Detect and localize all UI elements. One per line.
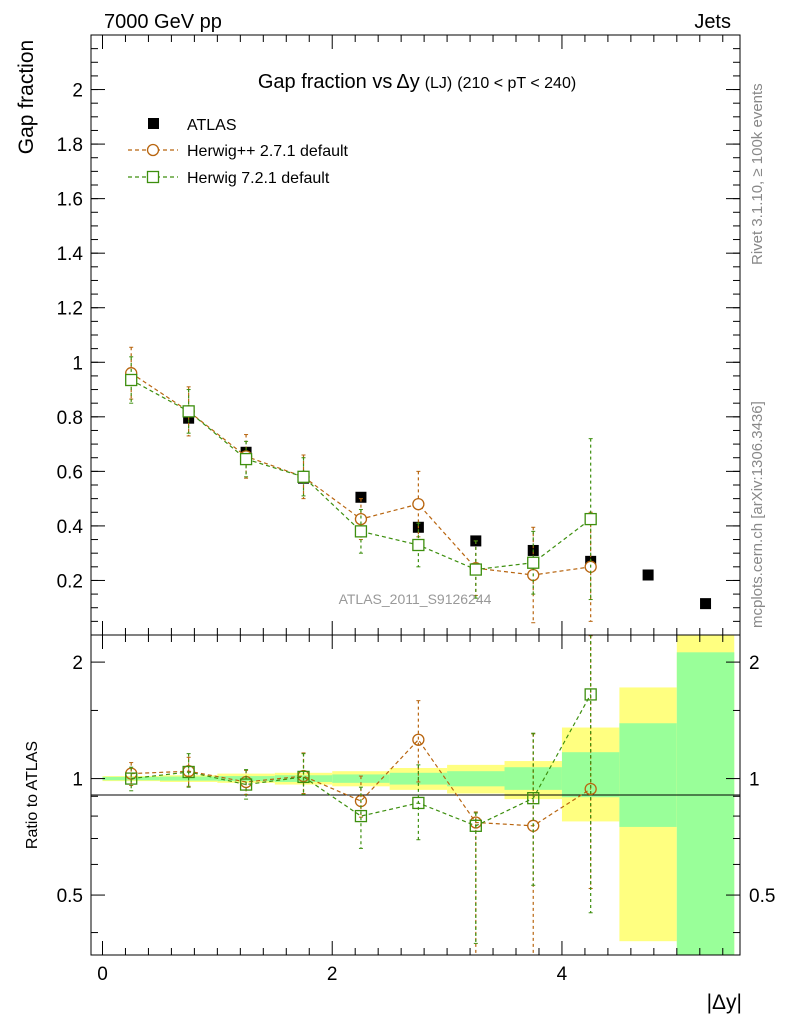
main-axes: 0.2 0.4 0.6 0.8 1 1.2 1.4 1.6 1.8 2 [57,34,740,636]
title-main: Gap fraction vs [258,71,393,93]
legend-herwig7-label: Herwig 7.2.1 default [187,170,330,187]
ratio-x-tick-label: 4 [557,964,568,985]
title-range: (210 < pT < 240) [457,75,576,92]
ratio-frame [90,634,741,956]
herwig7-point [125,373,138,387]
herwig7-point [182,405,195,418]
ratio-herwig7-point [182,765,195,779]
ratio-panel: 0.5 0.5 1 1 2 2 0 2 4 Ratio to ATLAS |Δy| [24,634,775,1014]
title-symbol: Δy [396,71,419,93]
herwig7-point [584,512,597,526]
legend-herwig7-marker [146,170,160,184]
herwig7-point [412,538,425,552]
ratio-xlabel: |Δy| [707,991,742,1014]
ratio-herwig7-line [131,694,592,827]
ratio-herwig7-point [584,688,597,701]
legend-atlas-marker [148,118,159,129]
ratio-herwig7-point [239,778,253,791]
legend-atlas-label: ATLAS [187,117,237,134]
ratio-y-tick-label-right: 0.5 [749,886,775,907]
ratio-herwig7-point [354,809,368,823]
ratio-herwigpp-point [412,733,425,746]
ratio-stat-band [676,652,735,955]
ratio-y-tick-label: 0.5 [57,886,83,907]
ratio-stat-band [619,723,677,827]
rivet-version-label: Rivet 3.1.10, ≥ 100k events [749,83,766,265]
main-title: Gap fraction vs Δy (LJ) (210 < pT < 240) [258,71,576,93]
legend-herwigpp-label: Herwig++ 2.7.1 default [187,143,349,160]
main-y-tick-label: 1 [72,353,83,374]
main-ylabel: Gap fraction [15,40,38,154]
ratio-stat-band [447,771,505,787]
herwig7-point [297,470,310,483]
main-panel: 0.2 0.4 0.6 0.8 1 1.2 1.4 1.6 1.8 2 Gap fraction … [15,34,741,636]
main-y-tick-label: 1.2 [57,299,83,320]
main-y-tick-label: 0.2 [57,571,83,592]
legend-herwigpp-marker [146,143,160,157]
main-y-tick-label: 0.6 [57,462,83,483]
atlas-point [642,569,654,581]
main-y-tick-label: 2 [72,81,83,102]
main-y-tick-label: 1.4 [57,244,84,265]
ratio-x-tick-label: 2 [327,964,338,985]
header-process: Jets [694,11,731,33]
herwigpp-point [354,512,368,526]
herwig7-point [354,525,368,538]
ratio-y-tick-label-right: 1 [749,770,760,791]
ratio-herwig7-point [125,772,138,785]
main-y-tick-label: 0.4 [57,517,84,538]
ratio-herwig7-point [297,770,310,784]
ratio-y-tick-label: 1 [72,770,83,791]
atlas-point [355,491,367,503]
herwig7-point [239,452,253,466]
atlas-point [700,598,712,610]
herwig7-point [527,556,540,569]
ratio-y-tick-label: 2 [72,653,83,674]
ratio-data-layer [125,634,597,956]
title-subscript: (LJ) [425,75,453,92]
mcplots-label: mcplots.cern.ch [arXiv:1306.3436] [749,401,766,628]
ratio-herwig7-point [527,792,540,805]
ratio-herwigpp-point [584,782,597,796]
ratio-axes: 0.5 0.5 1 1 2 2 0 2 4 [57,635,775,985]
herwig7-point [469,563,482,576]
ratio-herwig7-point [469,819,482,832]
main-y-tick-label: 0.8 [57,408,83,429]
legend: ATLAS Herwig++ 2.7.1 default Herwig 7.2.… [128,117,349,187]
ratio-x-tick-label: 0 [97,964,108,985]
herwigpp-point [412,497,425,511]
main-y-tick-label: 1.8 [57,135,83,156]
herwigpp-line [130,372,591,576]
main-y-tick-label: 1.6 [57,190,83,211]
ratio-ylabel: Ratio to ATLAS [24,741,41,849]
header-energy: 7000 GeV pp [104,11,222,33]
main-data-layer [125,346,712,624]
analysis-watermark: ATLAS_2011_S9126244 [339,591,492,607]
ratio-herwig7-point [412,796,425,810]
ratio-y-tick-label-right: 2 [749,653,760,674]
